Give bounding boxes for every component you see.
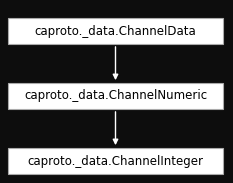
- FancyBboxPatch shape: [8, 83, 223, 109]
- Text: caproto._data.ChannelNumeric: caproto._data.ChannelNumeric: [24, 89, 207, 102]
- FancyBboxPatch shape: [8, 18, 223, 44]
- FancyBboxPatch shape: [8, 148, 223, 174]
- Text: caproto._data.ChannelData: caproto._data.ChannelData: [35, 25, 196, 38]
- Text: caproto._data.ChannelInteger: caproto._data.ChannelInteger: [27, 154, 203, 167]
